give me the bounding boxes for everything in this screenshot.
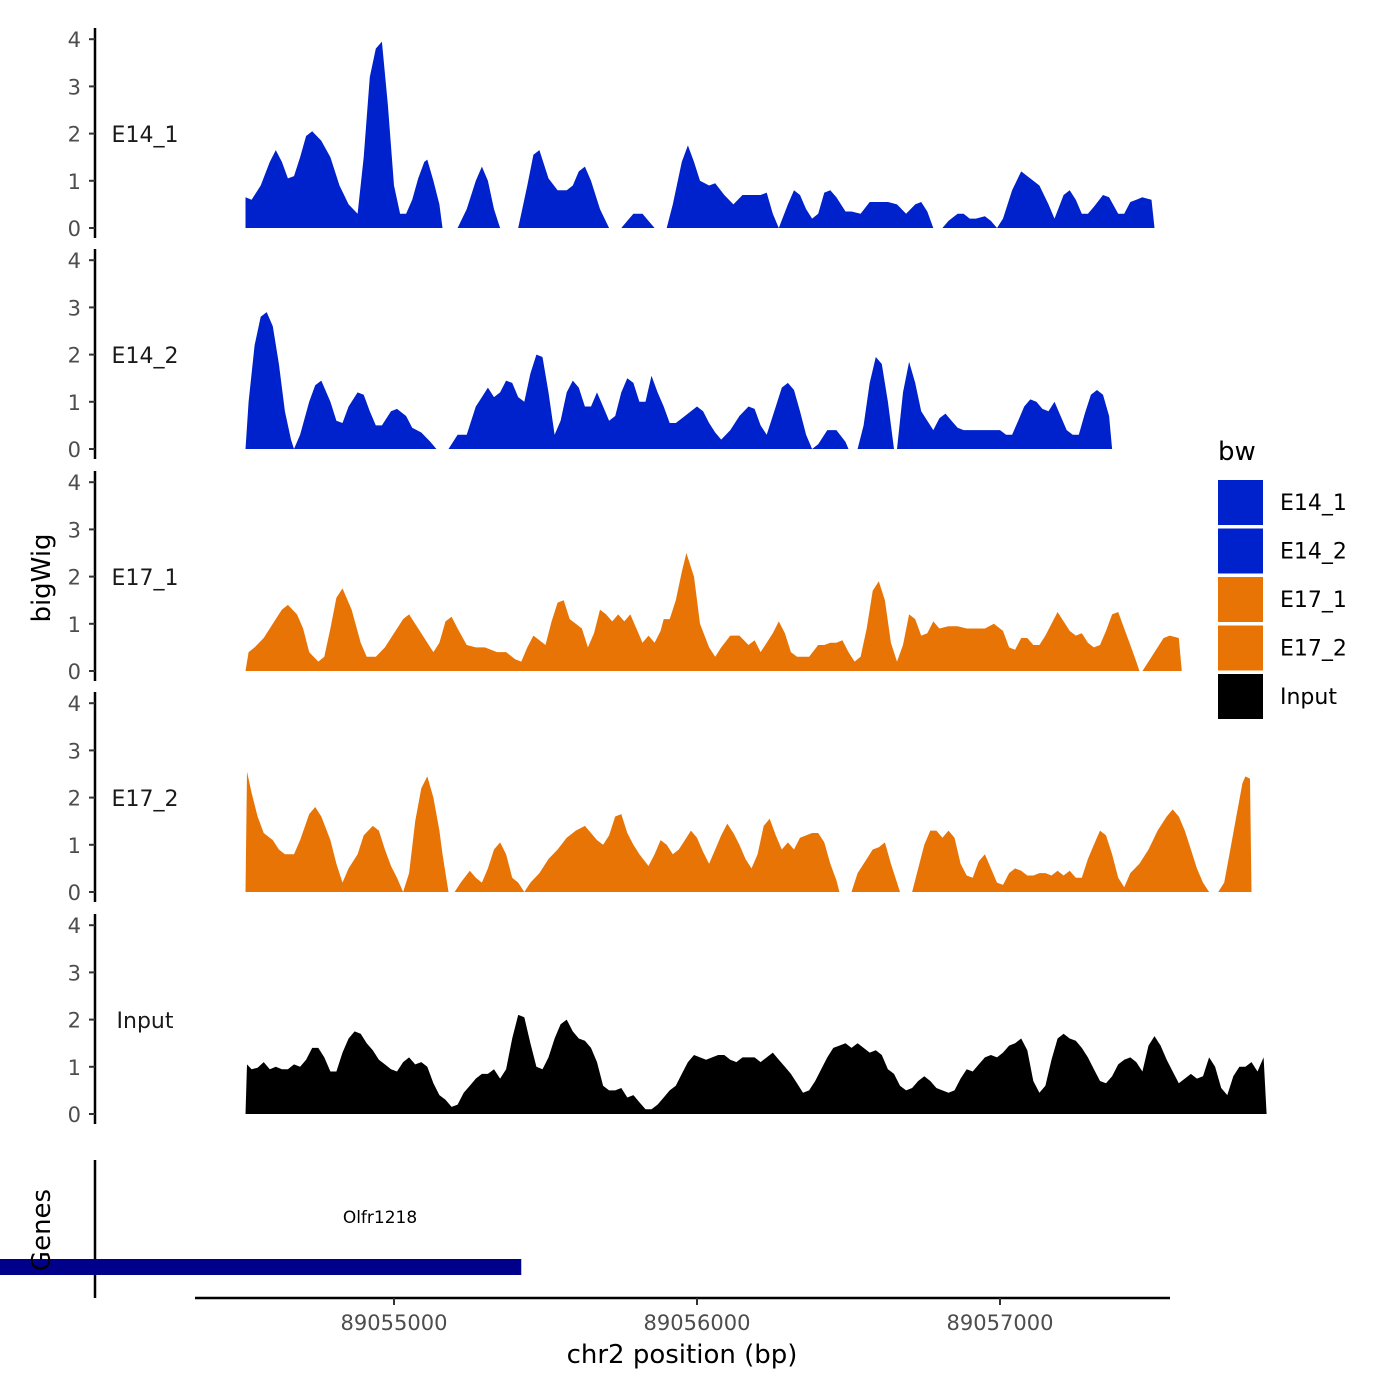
y-tick-label: 3 (68, 296, 81, 320)
y-tick-label: 3 (68, 961, 81, 985)
y-axis-title: bigWig (27, 533, 57, 622)
track-label-E14_2: E14_2 (112, 344, 179, 369)
y-tick-label: 1 (68, 613, 81, 637)
y-tick-label: 0 (68, 1103, 81, 1127)
y-tick-label: 2 (68, 787, 81, 811)
legend: bw E14_1 E14_2 E17_1 E17_2 Input (1218, 437, 1347, 719)
y-tick-label: 1 (68, 391, 81, 415)
y-tick-label: 3 (68, 75, 81, 99)
y-tick-label: 2 (68, 123, 81, 147)
x-axis-title: chr2 position (bp) (567, 1340, 798, 1370)
area-E17_1 (245, 553, 1182, 671)
legend-label-E17_1: E17_1 (1280, 588, 1347, 613)
x-tick-label: 89057000 (947, 1311, 1054, 1335)
y-tick-label: 0 (68, 438, 81, 462)
y-tick-label: 1 (68, 1056, 81, 1080)
gene-bar-Olfr1218 (0, 1259, 522, 1275)
legend-swatch-E14_1 (1218, 480, 1263, 525)
genes-panel: Olfr1218 (0, 1160, 522, 1298)
legend-swatch-Input (1218, 674, 1263, 719)
legend-title: bw (1218, 437, 1256, 467)
gene-label-Olfr1218: Olfr1218 (343, 1208, 417, 1228)
y-tick-label: 4 (68, 249, 81, 273)
legend-label-Input: Input (1280, 685, 1337, 710)
y-tick-label: 2 (68, 1009, 81, 1033)
track-label-E17_1: E17_1 (112, 566, 179, 591)
legend-label-E17_2: E17_2 (1280, 637, 1347, 662)
y-tick-label: 2 (68, 344, 81, 368)
track-label-E14_1: E14_1 (112, 123, 179, 148)
legend-swatch-E17_1 (1218, 577, 1263, 622)
x-tick-label: 89056000 (644, 1311, 751, 1335)
y-tick-label: 3 (68, 739, 81, 763)
y-tick-label: 1 (68, 834, 81, 858)
track-E14_2: 0 1 2 3 4 E14_2 (68, 249, 1113, 462)
y-tick-label: 0 (68, 660, 81, 684)
y-tick-label: 4 (68, 28, 81, 52)
area-E14_2 (245, 312, 1113, 449)
y-tick-label: 4 (68, 914, 81, 938)
legend-label-E14_1: E14_1 (1280, 491, 1347, 516)
y-tick-label: 4 (68, 692, 81, 716)
signal-tracks: 0 1 2 3 4 E14_1 0 1 2 3 4 E14_2 0 1 2 3 4 E17_1 0 1 2 3 4 E17_2… (68, 28, 1267, 1127)
y-tick-label: 1 (68, 170, 81, 194)
track-E17_2: 0 1 2 3 4 E17_2 (68, 692, 1252, 905)
area-E14_1 (245, 41, 1155, 228)
area-Input (245, 1014, 1267, 1114)
track-label-E17_2: E17_2 (112, 787, 179, 812)
y-tick-label: 4 (68, 471, 81, 495)
legend-label-E14_2: E14_2 (1280, 540, 1347, 565)
y-tick-label: 2 (68, 566, 81, 590)
area-E17_2 (245, 771, 1252, 892)
legend-swatch-E17_2 (1218, 625, 1263, 671)
track-E17_1: 0 1 2 3 4 E17_1 (68, 471, 1182, 684)
y-tick-label: 0 (68, 217, 81, 241)
track-label-Input: Input (117, 1009, 174, 1034)
x-axis: 89055000 89056000 89057000 (195, 1296, 1170, 1335)
track-E14_1: 0 1 2 3 4 E14_1 (68, 28, 1155, 241)
x-tick-label: 89055000 (341, 1311, 448, 1335)
y-tick-label: 3 (68, 518, 81, 542)
legend-swatch-E14_2 (1218, 528, 1263, 574)
track-Input: 0 1 2 3 4 Input (68, 914, 1267, 1127)
genes-axis-title: Genes (27, 1189, 57, 1271)
y-tick-label: 0 (68, 881, 81, 905)
